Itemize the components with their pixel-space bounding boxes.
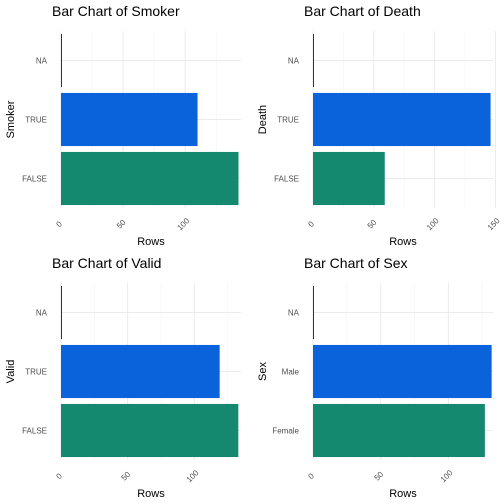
chart-title: Bar Chart of Valid [52,255,161,271]
bar-true [61,92,198,147]
chart-panel-1: FALSE TRUE NA 0 50 100 Rows Smoker Bar Chart of … [5,3,241,248]
x-tick-label: 100 [185,468,201,484]
y-tick-label: NA [288,309,300,318]
y-tick-label: TRUE [25,116,47,125]
x-tick-label: 50 [120,470,133,483]
bar-true [313,92,491,147]
y-axis-title: Death [257,105,269,134]
x-axis-title: Rows [389,488,417,500]
x-tick-label: 0 [306,471,316,481]
y-tick-label: NA [36,309,48,318]
x-axis-title: Rows [137,488,165,500]
y-tick-label: Female [272,427,299,436]
bar-female [313,403,485,458]
x-axis-title: Rows [137,236,165,248]
bar-na [61,33,62,88]
y-tick-label: FALSE [22,175,47,184]
y-axis-title: Smoker [5,100,17,138]
bar-na [313,285,314,340]
x-tick-label: 50 [373,470,386,483]
y-tick-label: FALSE [22,427,47,436]
x-tick-label: 100 [175,216,191,232]
y-axis-title: Sex [257,362,269,381]
bar-false [61,403,239,458]
x-axis-title: Rows [389,236,417,248]
y-axis-title: Valid [5,360,17,384]
bar-male [313,344,492,399]
x-tick-label: 150 [486,216,502,232]
chart-panel-2: FALSE TRUE NA 0 50 100 150 Rows Death Bar Chart o… [257,3,502,248]
x-tick-label: 0 [306,219,316,229]
chart-title: Bar Chart of Smoker [52,3,180,19]
x-tick-label: 0 [54,471,64,481]
y-tick-label: Male [282,368,300,377]
x-tick-label: 100 [439,468,455,484]
bar-false [313,151,385,206]
y-tick-label: NA [288,57,300,66]
x-tick-label: 50 [115,218,128,231]
x-tick-label: 50 [366,218,379,231]
bar-na [61,285,62,340]
x-tick-label: 100 [425,216,441,232]
y-tick-label: FALSE [274,175,299,184]
chart-panel-4: Female Male NA 0 50 100 Rows Sex Bar Chart of Se… [257,255,493,500]
bar-false [61,151,239,206]
bar-true [61,344,220,399]
chart-title: Bar Chart of Sex [304,255,408,271]
x-tick-label: 0 [54,219,64,229]
bar-na [313,33,314,88]
y-tick-label: NA [36,57,48,66]
chart-panel-3: FALSE TRUE NA 0 50 100 Rows Valid Bar Chart of V… [5,255,241,500]
y-tick-label: TRUE [25,368,47,377]
chart-title: Bar Chart of Death [304,3,421,19]
y-tick-label: TRUE [277,116,299,125]
